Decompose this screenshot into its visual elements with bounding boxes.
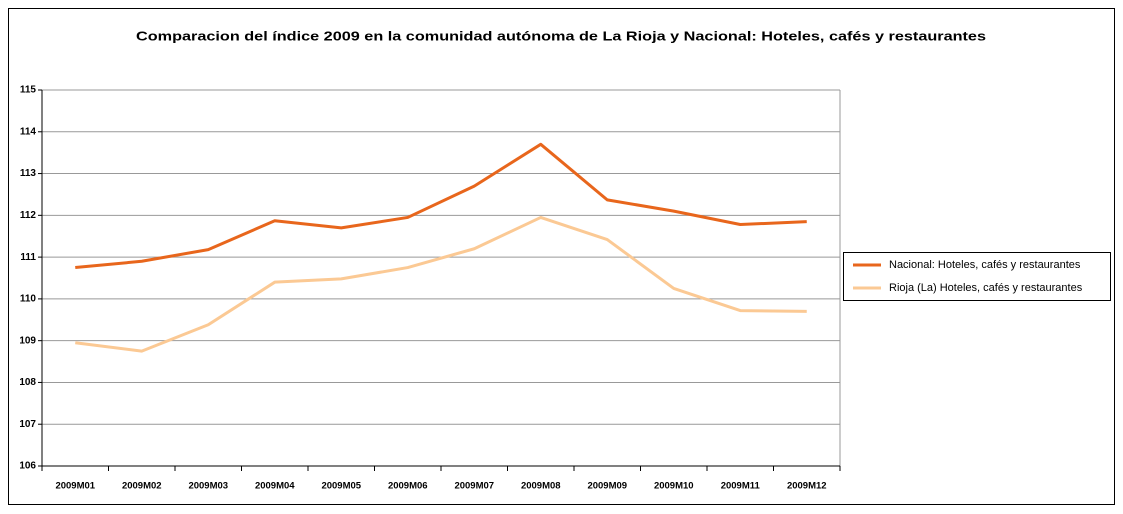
x-tick-label: 2009M03 — [188, 481, 228, 492]
x-tick-label: 2009M01 — [55, 481, 95, 492]
x-tick-label: 2009M11 — [721, 481, 761, 492]
x-tick-label: 2009M07 — [454, 481, 494, 492]
line-series — [75, 142, 807, 270]
legend-label: Rioja (La) Hoteles, cafés y restaurantes — [889, 282, 1083, 294]
y-tick-label: 115 — [20, 85, 37, 96]
legend-label: Nacional: Hoteles, cafés y restaurantes — [889, 259, 1081, 271]
y-tick-label: 109 — [19, 335, 36, 346]
y-tick-label: 110 — [20, 294, 37, 305]
y-tick-label: 111 — [20, 252, 36, 263]
x-tick-label: 2009M02 — [122, 481, 162, 492]
y-tick-label: 108 — [19, 377, 36, 388]
legend-box — [843, 252, 1111, 301]
y-tick-label: 107 — [19, 419, 36, 430]
line-series — [75, 215, 807, 353]
y-tick-label: 113 — [20, 168, 37, 179]
x-tick-label: 2009M04 — [255, 481, 295, 492]
x-tick-label: 2009M09 — [587, 481, 627, 492]
x-tick-label: 2009M08 — [521, 481, 561, 492]
x-tick-label: 2009M05 — [321, 481, 361, 492]
y-tick-label: 112 — [20, 210, 37, 221]
y-tick-label: 114 — [20, 126, 37, 137]
y-tick-label: 106 — [19, 461, 36, 472]
x-tick-label: 2009M10 — [654, 481, 694, 492]
chart-title: Comparacion del índice 2009 en la comuni… — [136, 28, 986, 43]
x-tick-label: 2009M12 — [787, 481, 827, 492]
x-tick-label: 2009M06 — [388, 481, 428, 492]
